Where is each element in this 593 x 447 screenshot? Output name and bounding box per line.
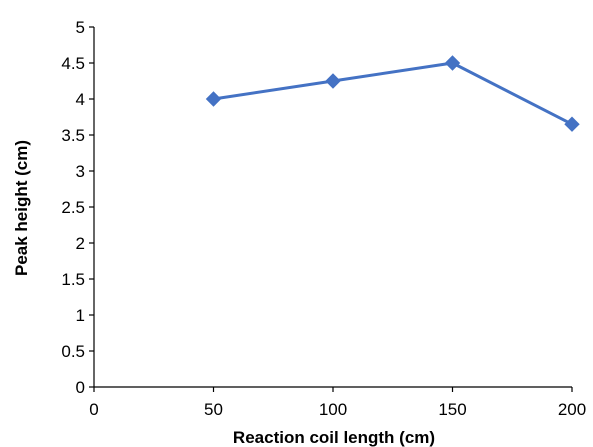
series-line <box>213 61 573 126</box>
y-tick-label: 2.5 <box>61 198 85 217</box>
y-tick-label: 3.5 <box>61 126 85 145</box>
data-point-marker <box>205 91 222 107</box>
data-point-marker <box>564 116 580 132</box>
x-tick-label: 100 <box>319 400 347 419</box>
data-point-marker <box>325 73 341 89</box>
y-tick-label: 3 <box>76 162 85 181</box>
x-tick-label: 200 <box>558 400 586 419</box>
series-group <box>205 55 580 132</box>
y-tick-label: 0.5 <box>61 342 85 361</box>
y-axis-title: Peak height (cm) <box>12 140 31 276</box>
x-tick-label: 0 <box>89 400 98 419</box>
y-tick-label: 4 <box>76 90 85 109</box>
y-tick-label: 2 <box>76 234 85 253</box>
x-axis-ticks: 0 50 100 150 200 <box>89 387 586 419</box>
y-tick-label: 1.5 <box>61 270 85 289</box>
x-tick-label: 50 <box>204 400 223 419</box>
y-tick-label: 4.5 <box>61 54 85 73</box>
x-axis-title: Reaction coil length (cm) <box>233 428 435 447</box>
data-point-marker <box>444 55 461 71</box>
y-tick-label: 5 <box>76 18 85 37</box>
y-axis-ticks: 0 0.5 1 1.5 2 2.5 3 3.5 4 4.5 5 <box>61 18 94 397</box>
y-tick-label: 0 <box>76 378 85 397</box>
y-tick-label: 1 <box>76 306 85 325</box>
x-tick-label: 150 <box>438 400 466 419</box>
